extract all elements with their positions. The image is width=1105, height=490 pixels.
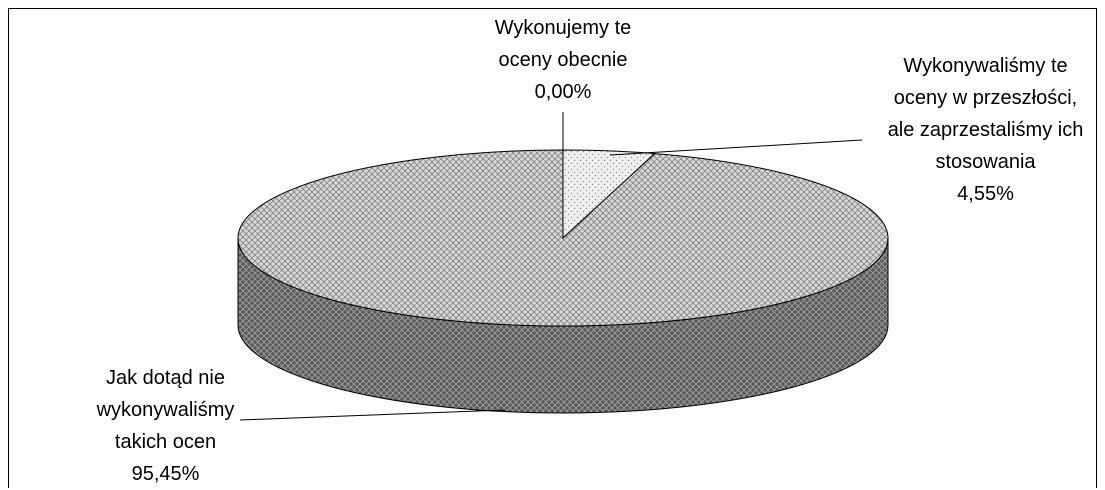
slice-label: Wykonujemy te oceny obecnie 0,00% (478, 12, 648, 108)
slice-label: Jak dotąd nie wykonywaliśmy takich ocen 9… (78, 362, 253, 490)
value-label: 4,55% (957, 183, 1014, 205)
slice-label: Wykonywaliśmy te oceny w przeszłości, al… (878, 50, 1093, 210)
leader-line (609, 139, 863, 156)
category-label: Wykonywaliśmy te oceny w przeszłości, al… (887, 55, 1084, 173)
category-label: Jak dotąd nie wykonywaliśmy takich ocen (96, 367, 235, 453)
value-label: 0,00% (534, 81, 592, 103)
category-label: Wykonujemy te oceny obecnie (494, 17, 632, 71)
value-label: 95,45% (131, 463, 200, 485)
slice (237, 149, 889, 327)
chart-frame (8, 8, 1097, 488)
leader-line (239, 409, 506, 421)
